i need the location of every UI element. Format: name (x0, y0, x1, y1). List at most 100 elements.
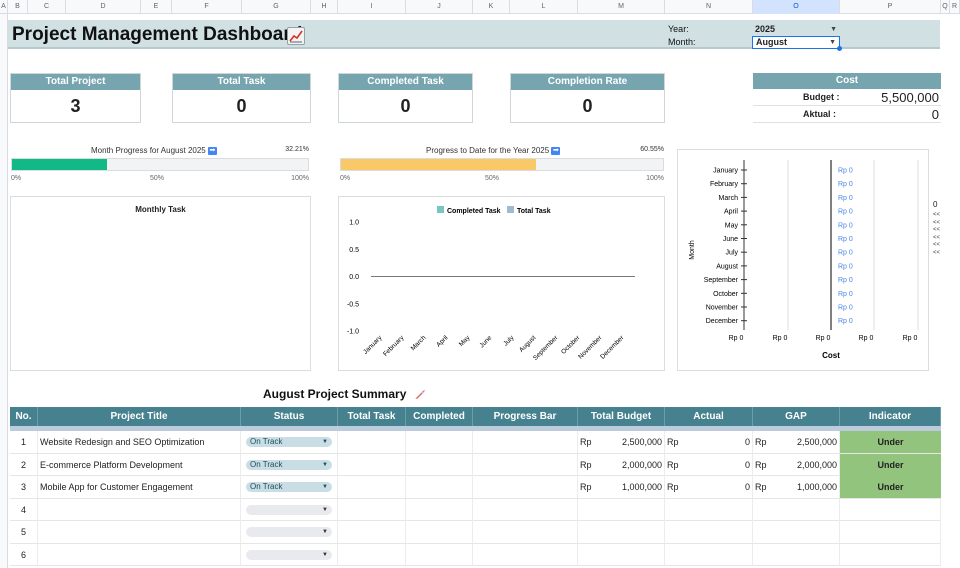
month-dropdown[interactable]: August ▼ (752, 36, 840, 49)
status-dropdown[interactable]: ▼ (246, 527, 332, 537)
column-header-m[interactable]: M (578, 0, 665, 14)
currency-label: Rp (667, 482, 679, 492)
x-tick-label: January (362, 334, 384, 356)
total-budget-cell (578, 498, 665, 521)
row-number: 4 (10, 498, 38, 521)
status-value: On Track (250, 482, 283, 491)
progress-bar-cell (473, 543, 578, 566)
column-header-k[interactable]: K (473, 0, 510, 14)
legend-label: Total Task (517, 208, 551, 215)
selection-handle[interactable] (837, 46, 842, 51)
currency-label: Rp (580, 459, 592, 470)
column-header-q[interactable]: Q (941, 0, 950, 14)
tick-label: 50% (485, 175, 500, 182)
project-title[interactable]: Website Redesign and SEO Optimization (38, 431, 241, 453)
status-cell: On Track ▼ (241, 476, 338, 498)
line-chart-svg: Completed Task Total Task 1.0 0.5 0.0 -0.5 -1.… (347, 206, 635, 362)
x-tick-label: Rp 0 (903, 335, 918, 342)
column-header-h[interactable]: H (311, 0, 338, 14)
column-header-j[interactable]: J (406, 0, 473, 14)
header-separator (10, 426, 941, 431)
column-header: Project Title (38, 407, 241, 426)
chart-increasing-icon (287, 27, 305, 45)
column-header-f[interactable]: F (172, 0, 242, 14)
progress-bar-cell (473, 476, 578, 498)
row-gutter (0, 14, 8, 568)
tick-label: 100% (646, 175, 664, 182)
status-dropdown[interactable]: On Track ▼ (246, 437, 332, 447)
right-arrow-icon: ➡ (207, 146, 217, 155)
kpi-label: Total Project (11, 74, 140, 90)
column-header-r[interactable]: R (950, 0, 960, 14)
tick-label: 50% (150, 175, 165, 182)
project-title[interactable] (38, 543, 241, 566)
column-header: Indicator (840, 407, 941, 426)
completed-cell (406, 543, 473, 566)
status-dropdown[interactable]: ▼ (246, 504, 332, 515)
kpi-value: 0 (236, 96, 247, 116)
column-header-l[interactable]: L (510, 0, 578, 14)
kpi-label: Completed Task (339, 74, 472, 90)
column-header-c[interactable]: C (28, 0, 66, 14)
year-dropdown[interactable]: 2025 ▼ (752, 23, 840, 36)
column-header-p[interactable]: P (840, 0, 941, 14)
currency-label: Rp (755, 459, 767, 470)
column-header-e[interactable]: E (141, 0, 172, 14)
y-tick-label: January (713, 168, 738, 175)
x-tick-label: May (458, 334, 472, 348)
y-tick-label: April (724, 209, 738, 216)
collapse-arrows[interactable]: <<<<<<<<<<<< (933, 212, 941, 256)
title-band (8, 20, 940, 49)
status-cell: On Track ▼ (241, 453, 338, 476)
column-header-a[interactable]: A (0, 0, 8, 14)
column-header-o[interactable]: O (753, 0, 840, 14)
x-tick-label: August (518, 334, 537, 353)
column-header-g[interactable]: G (242, 0, 311, 14)
column-header-n[interactable]: N (665, 0, 753, 14)
tick-label: 0% (340, 175, 351, 182)
x-axis-title: Cost (822, 351, 840, 360)
kpi-value: 0 (582, 96, 593, 116)
project-title[interactable] (38, 521, 241, 543)
gap-cell: Rp 1,000,000 (753, 476, 840, 498)
year-progress-track (340, 158, 664, 171)
legend-label: Completed Task (447, 208, 501, 215)
total-task-cell (338, 453, 406, 476)
table-row: 3 Mobile App for Customer Engagement On Tr… (10, 476, 941, 499)
chevron-down-icon: ▼ (322, 529, 328, 535)
amount-value: 2,500,000 (621, 437, 662, 447)
currency-label: Rp (755, 482, 767, 492)
project-title[interactable] (38, 498, 241, 521)
kpi-completed-task: Completed Task 0 (338, 73, 473, 123)
data-label: Rp 0 (838, 277, 853, 284)
table-row: 4 ▼ (10, 498, 941, 521)
column-header: Total Budget (578, 407, 665, 426)
month-value: August (756, 37, 787, 47)
monthly-task-chart[interactable]: Monthly Task (10, 196, 311, 371)
completed-cell (406, 453, 473, 476)
column-header-b[interactable]: B (8, 0, 28, 14)
indicator-cell (840, 543, 941, 566)
currency-label: Rp (580, 437, 592, 447)
column-header-d[interactable]: D (66, 0, 141, 14)
project-title[interactable]: Mobile App for Customer Engagement (38, 476, 241, 498)
total-task-cell (338, 543, 406, 566)
task-line-chart[interactable]: Completed Task Total Task 1.0 0.5 0.0 -0.5 -1.… (338, 196, 665, 371)
status-dropdown[interactable]: On Track ▼ (246, 482, 332, 492)
status-dropdown[interactable]: ▼ (246, 549, 332, 560)
cost-bar-chart[interactable]: January Rp 0 February Rp 0 March Rp 0 April Rp … (677, 149, 929, 371)
amount-value: 0 (744, 482, 750, 492)
data-label: Rp 0 (838, 291, 853, 298)
data-label: Rp 0 (838, 263, 853, 270)
project-title[interactable]: E-commerce Platform Development (38, 453, 241, 476)
budget-label: Budget : (803, 92, 840, 102)
month-progress-title: Month Progress for August 2025 ➡ (91, 146, 217, 155)
month-progress-percent: 32.21% (285, 146, 309, 153)
right-arrow-icon: ➡ (551, 146, 561, 155)
x-tick-label: October (560, 334, 582, 356)
column-header-i[interactable]: I (338, 0, 406, 14)
completed-cell (406, 521, 473, 543)
column-header: No. (10, 407, 38, 426)
status-dropdown[interactable]: On Track ▼ (246, 459, 332, 470)
